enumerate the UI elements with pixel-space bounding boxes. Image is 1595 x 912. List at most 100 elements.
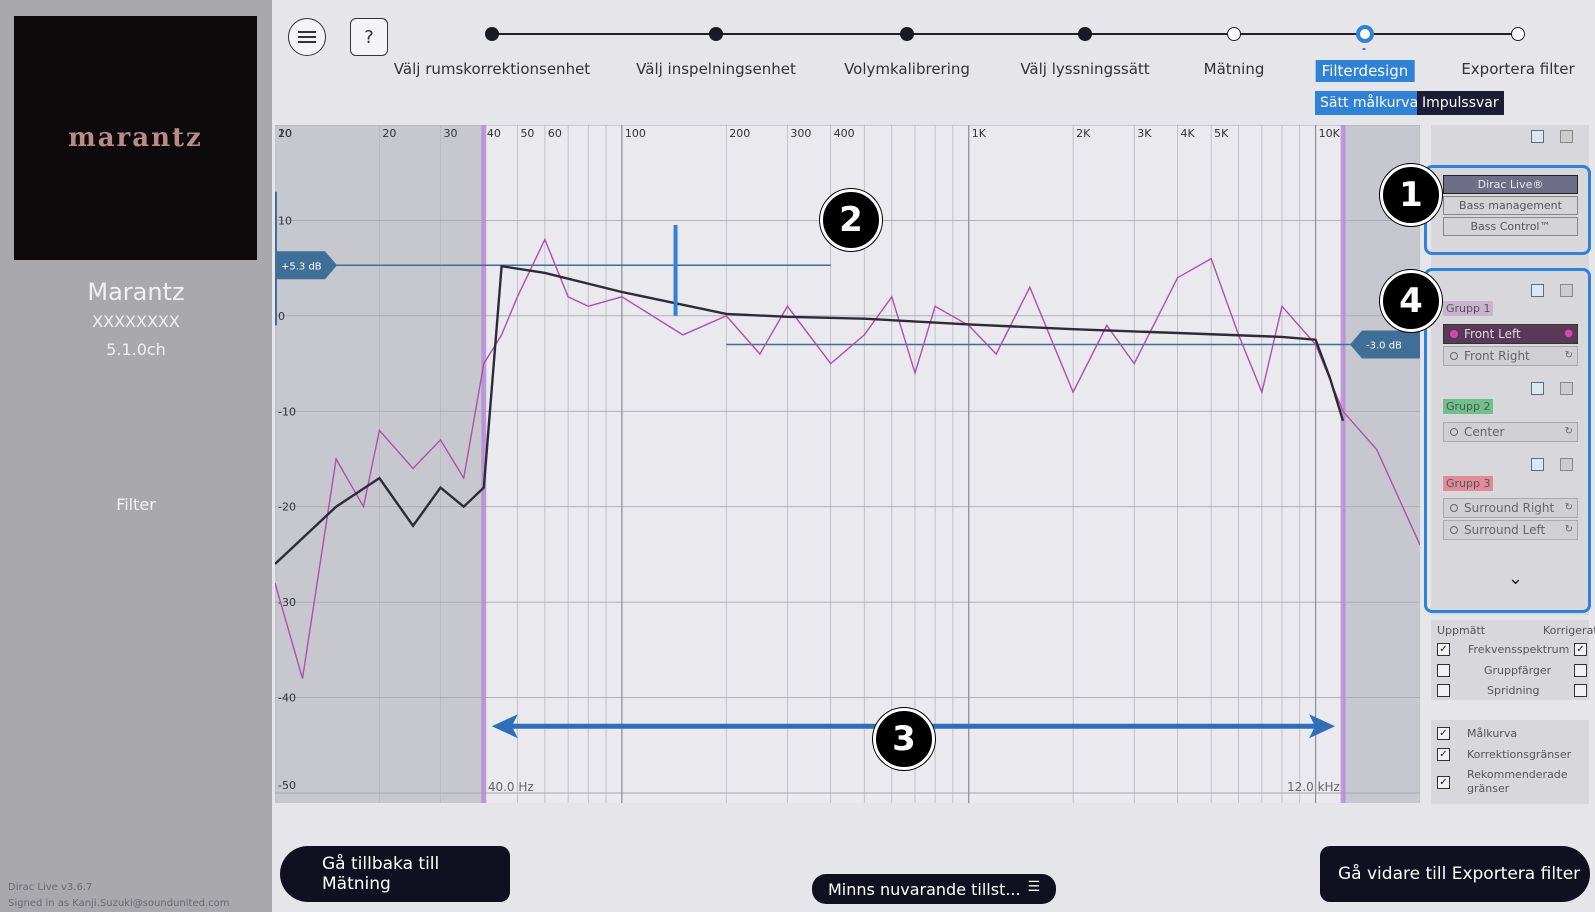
channels-highlight-frame <box>1424 268 1591 613</box>
option-label: Spridning <box>1487 684 1540 697</box>
x-tick-label: 4K <box>1181 127 1196 140</box>
x-tick-label: 400 <box>834 127 855 140</box>
step-dot-icon[interactable] <box>1078 27 1092 41</box>
groupcolors-measured-checkbox[interactable] <box>1437 664 1450 677</box>
step-dot-icon[interactable] <box>1511 27 1525 41</box>
channel-front-right[interactable]: Front Right ↻ <box>1443 346 1578 366</box>
group2-settings-icon[interactable] <box>1560 382 1573 395</box>
group3-link-icon[interactable] <box>1531 458 1544 471</box>
group-2-tag: Grupp 2 <box>1443 399 1494 414</box>
x-tick-label: 1K <box>972 127 987 140</box>
step-label-recording-device[interactable]: Välj inspelningsenhet <box>636 60 796 78</box>
mode-dirac-live[interactable]: Dirac Live® <box>1443 175 1578 194</box>
channel-select-icon <box>1450 330 1458 338</box>
group2-link-icon[interactable] <box>1531 382 1544 395</box>
limit-label-high: 12.0 kHz <box>1287 780 1340 794</box>
step-dot-icon[interactable] <box>1227 27 1241 41</box>
x-tick-label: 300 <box>790 127 811 140</box>
y-tick-label: 10 <box>278 214 292 227</box>
spectrum-measured-checkbox[interactable]: ✓ <box>1437 643 1450 656</box>
x-tick-label: 10 <box>278 127 292 140</box>
group1-link-icon[interactable] <box>1531 284 1544 297</box>
callout-1: 1 <box>1380 164 1442 226</box>
x-tick-label: 30 <box>443 127 457 140</box>
signed-in-text: Signed in as Kanji.Suzuki@soundunited.co… <box>8 898 230 909</box>
channel-label: Surround Left <box>1464 523 1546 537</box>
channel-refresh-icon: ↻ <box>1564 350 1573 361</box>
channel-refresh-icon: ↻ <box>1564 502 1573 513</box>
chevron-down-icon[interactable]: ⌄ <box>1508 568 1524 589</box>
x-tick-label: 50 <box>520 127 534 140</box>
device-name: Marantz <box>87 278 185 306</box>
x-tick-label: 10K <box>1319 127 1341 140</box>
x-tick-label: 40 <box>487 127 501 140</box>
panel-link-icon[interactable] <box>1531 130 1544 143</box>
series-line <box>275 237 1420 679</box>
correction-limits-checkbox[interactable]: ✓ <box>1437 748 1450 761</box>
y-tick-label: 20 <box>278 127 292 140</box>
remember-state-button[interactable]: Minns nuvarande tillst... ☰ <box>812 874 1056 904</box>
step-label-export[interactable]: Exportera filter <box>1461 60 1575 78</box>
overlay-label: Rekommenderade gränser <box>1467 768 1568 795</box>
step-label-volume[interactable]: Volymkalibrering <box>844 60 970 78</box>
step-label-measurement[interactable]: Mätning <box>1203 60 1265 78</box>
tab-target-curve[interactable]: Sätt målkurva <box>1315 91 1424 115</box>
overlay-options-panel <box>1431 720 1589 804</box>
channel-surround-left[interactable]: Surround Left ↻ <box>1443 520 1578 540</box>
step-label-room-device[interactable]: Välj rumskorrektionsenhet <box>393 60 591 78</box>
step-dot-icon[interactable] <box>709 27 723 41</box>
back-to-measurement-button[interactable]: Gå tillbaka till Mätning <box>280 846 510 902</box>
channel-refresh-icon: ↻ <box>1564 524 1573 535</box>
limit-label-low: 40.0 Hz <box>488 780 534 794</box>
group1-settings-icon[interactable] <box>1560 284 1573 297</box>
y-tick-label: -50 <box>278 779 296 792</box>
step-dot-icon[interactable] <box>485 27 499 41</box>
help-button[interactable]: ? <box>350 18 388 56</box>
x-tick-label: 5K <box>1214 127 1229 140</box>
spread-corrected-checkbox[interactable] <box>1574 684 1587 697</box>
next-to-export-button[interactable]: Gå vidare till Exportera filter <box>1320 846 1590 902</box>
x-tick-label: 100 <box>625 127 646 140</box>
spectrum-corrected-checkbox[interactable]: ✓ <box>1574 643 1587 656</box>
panel-settings-icon[interactable] <box>1560 130 1573 143</box>
x-tick-label: 2K <box>1076 127 1091 140</box>
display-options-panel <box>1431 620 1589 700</box>
step-dot-icon[interactable] <box>900 27 914 41</box>
device-sidebar: marantz Marantz XXXXXXXX 5.1.0ch Filter … <box>0 0 272 912</box>
channel-surround-right[interactable]: Surround Right ↻ <box>1443 498 1578 518</box>
channel-center[interactable]: Center ↻ <box>1443 422 1578 442</box>
y-tick-label: -40 <box>278 692 296 705</box>
channel-label: Front Right <box>1464 349 1530 363</box>
channel-label: Center <box>1464 425 1505 439</box>
recommended-limits-checkbox[interactable]: ✓ <box>1437 776 1450 789</box>
mode-bass-management[interactable]: Bass management <box>1443 196 1578 215</box>
mode-bass-control[interactable]: Bass Control™ <box>1443 217 1578 236</box>
step-label-listening[interactable]: Välj lyssningssätt <box>1020 60 1150 78</box>
y-tick-label: 0 <box>278 310 285 323</box>
remember-label: Minns nuvarande tillst... <box>828 879 1021 899</box>
channel-select-icon <box>1450 352 1458 360</box>
channel-select-icon <box>1450 526 1458 534</box>
channel-label: Surround Right <box>1464 501 1555 515</box>
channel-color-dot-icon: ● <box>1564 328 1573 339</box>
group3-settings-icon[interactable] <box>1560 458 1573 471</box>
step-label-filter-design[interactable]: Filterdesign <box>1315 60 1415 82</box>
device-model: XXXXXXXX <box>92 312 180 331</box>
tab-impulse-response[interactable]: Impulssvar <box>1417 91 1504 115</box>
help-icon: ? <box>364 26 374 48</box>
list-icon: ☰ <box>1027 879 1040 895</box>
groupcolors-corrected-checkbox[interactable] <box>1574 664 1587 677</box>
hamburger-menu-icon[interactable] <box>288 18 326 56</box>
channel-front-left[interactable]: Front Left ● <box>1443 324 1578 344</box>
x-tick-label: 60 <box>548 127 562 140</box>
version-text: Dirac Live v3.6.7 <box>8 882 93 893</box>
spread-measured-checkbox[interactable] <box>1437 684 1450 697</box>
callout-4: 4 <box>1380 270 1442 332</box>
target-low-handle <box>275 251 337 280</box>
step-dot-icon[interactable] <box>1356 25 1374 43</box>
x-tick-label: 3K <box>1137 127 1152 140</box>
target-low-handle-label: +5.3 dB <box>281 261 322 272</box>
target-curve-checkbox[interactable]: ✓ <box>1437 727 1450 740</box>
callout-3: 3 <box>873 708 935 770</box>
group-1-tag: Grupp 1 <box>1443 301 1494 316</box>
